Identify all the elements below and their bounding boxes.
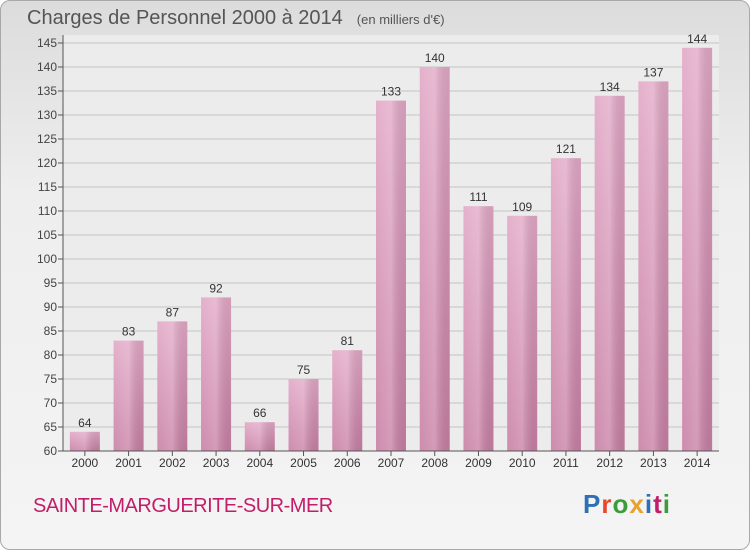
x-tick-label: 2001 <box>115 456 142 470</box>
bar-layer <box>69 47 713 452</box>
logo-letter: x <box>629 489 645 519</box>
x-tick-label: 2007 <box>378 456 405 470</box>
data-label-2009: 111 <box>469 190 488 204</box>
bar-sheen-2010 <box>507 215 538 451</box>
y-tick-label: 140 <box>37 60 57 74</box>
label-layer: 64 83 87 92 66 75 81 133 140 111 109 121 134 137 144 <box>78 32 707 430</box>
x-tick-label: 2003 <box>203 456 230 470</box>
x-tick-label: 2013 <box>640 456 667 470</box>
logo-letter: r <box>601 489 613 519</box>
y-tick-label: 100 <box>37 252 57 266</box>
bar-sheen-2005 <box>288 379 319 451</box>
x-tick-label: 2009 <box>465 456 492 470</box>
logo-letter: P <box>583 489 602 519</box>
bar-sheen-2004 <box>244 422 275 451</box>
x-tick-label: 2005 <box>290 456 317 470</box>
x-tick-label: 2004 <box>246 456 273 470</box>
bar-sheen-2009 <box>463 206 494 451</box>
bar-sheen-2012 <box>594 95 625 452</box>
bar-sheen-2013 <box>638 81 669 452</box>
y-tick-label: 130 <box>37 108 57 122</box>
y-tick-label: 110 <box>38 204 57 218</box>
bar-sheen-2008 <box>419 67 450 451</box>
x-tick-label: 2010 <box>509 456 536 470</box>
data-label-2006: 81 <box>341 334 355 348</box>
chart-title: Charges de Personnel 2000 à 2014 (en mill… <box>27 7 445 30</box>
bar-sheen-2014 <box>682 47 713 452</box>
y-tick-label: 125 <box>37 132 57 146</box>
x-tick-label: 2012 <box>596 456 623 470</box>
x-tick-label: 2002 <box>159 456 186 470</box>
data-label-2010: 109 <box>512 200 532 214</box>
y-tick-label: 95 <box>44 276 58 290</box>
data-label-2012: 134 <box>600 80 620 94</box>
commune-name: SAINTE-MARGUERITE-SUR-MER <box>33 495 333 517</box>
x-tick-label: 2014 <box>684 456 711 470</box>
y-tick-label: 90 <box>44 300 58 314</box>
data-label-2008: 140 <box>425 51 445 65</box>
data-label-2013: 137 <box>643 65 663 79</box>
y-tick-label: 145 <box>37 36 57 50</box>
logo-letter: t <box>653 489 663 519</box>
data-label-2004: 66 <box>253 406 267 420</box>
bar-sheen-2006 <box>332 350 363 451</box>
data-label-2005: 75 <box>297 363 311 377</box>
y-tick-label: 135 <box>37 84 57 98</box>
data-label-2003: 92 <box>209 281 223 295</box>
bar-sheen-2007 <box>376 100 406 451</box>
data-label-2001: 83 <box>122 325 136 339</box>
bar-sheen-2001 <box>113 340 144 451</box>
x-tick-label: 2006 <box>334 456 361 470</box>
data-label-2011: 121 <box>556 142 576 156</box>
data-label-2000: 64 <box>78 416 92 430</box>
x-tick-label: 2000 <box>72 456 99 470</box>
y-tick-label: 115 <box>38 180 57 194</box>
y-tick-label: 120 <box>37 156 57 170</box>
chart-title-text: Charges de Personnel 2000 à 2014 <box>27 7 343 29</box>
data-label-2014: 144 <box>687 32 707 46</box>
proxiti-logo[interactable]: Proxiti <box>583 489 671 520</box>
logo-letter: i <box>662 489 671 519</box>
bar-sheen-2003 <box>201 297 232 451</box>
x-tick-label: 2008 <box>421 456 448 470</box>
bar-sheen-2011 <box>550 158 581 451</box>
axis-layer: 60 65 70 75 80 85 90 95 100 105 110 115 120 125 130 135… <box>37 35 719 470</box>
data-label-2007: 133 <box>381 85 401 99</box>
bar-sheen-2002 <box>157 321 188 451</box>
y-tick-label: 70 <box>44 396 58 410</box>
data-label-2002: 87 <box>166 305 180 319</box>
bar-sheen-2000 <box>69 431 100 451</box>
logo-letter: i <box>644 489 654 519</box>
logo-letter: o <box>612 489 630 519</box>
y-tick-label: 65 <box>44 420 58 434</box>
y-tick-label: 80 <box>44 348 58 362</box>
x-tick-label: 2011 <box>553 456 579 470</box>
y-tick-label: 60 <box>44 444 58 458</box>
y-tick-label: 85 <box>44 324 58 338</box>
y-tick-label: 105 <box>37 228 57 242</box>
y-tick-label: 75 <box>44 372 58 386</box>
chart-subtitle: (en milliers d'€) <box>356 12 445 27</box>
